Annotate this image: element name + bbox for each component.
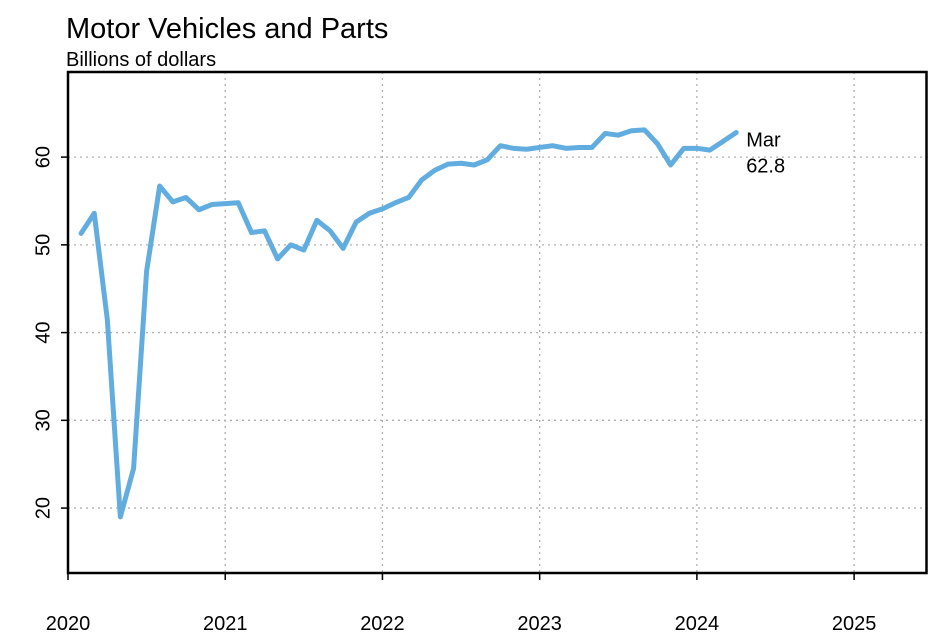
x-tick-label: 2022 — [360, 613, 405, 635]
x-tick-label: 2020 — [46, 613, 91, 635]
end-label: Mar — [746, 130, 781, 152]
x-tick-label: 2023 — [517, 613, 562, 635]
plot-frame — [66, 70, 928, 575]
y-tick-label: 40 — [32, 321, 54, 343]
y-tick-label: 50 — [32, 234, 54, 256]
chart-subtitle: Billions of dollars — [66, 49, 216, 71]
y-tick-label: 30 — [32, 409, 54, 431]
x-tick-label: 2021 — [203, 613, 248, 635]
end-label: 62.8 — [746, 156, 785, 178]
x-tick-label: 2024 — [675, 613, 720, 635]
y-tick-label: 60 — [32, 146, 54, 168]
line-series — [78, 127, 739, 520]
y-tick-label: 20 — [32, 497, 54, 519]
x-tick-label: 2025 — [832, 613, 877, 635]
chart-title: Motor Vehicles and Parts — [66, 13, 388, 45]
